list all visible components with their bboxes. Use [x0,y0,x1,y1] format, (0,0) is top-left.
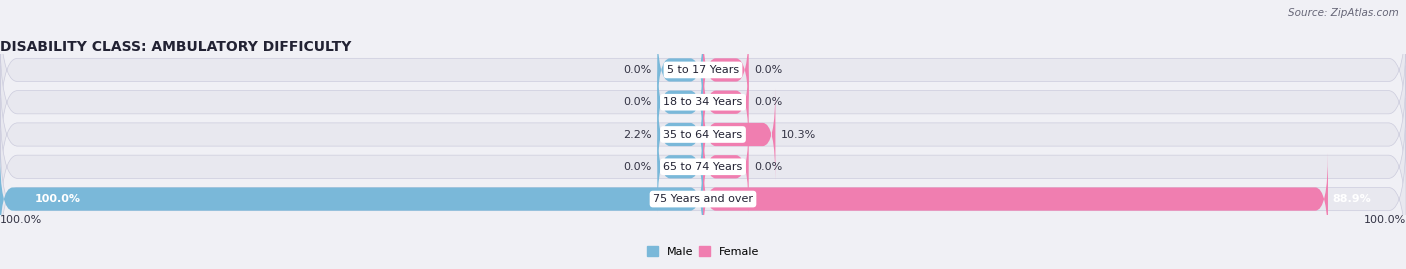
FancyBboxPatch shape [703,120,749,213]
Text: 100.0%: 100.0% [35,194,82,204]
Text: 100.0%: 100.0% [0,215,42,225]
FancyBboxPatch shape [703,23,749,116]
Text: Source: ZipAtlas.com: Source: ZipAtlas.com [1288,8,1399,18]
FancyBboxPatch shape [703,153,1329,246]
FancyBboxPatch shape [0,153,703,246]
Text: 5 to 17 Years: 5 to 17 Years [666,65,740,75]
Text: 0.0%: 0.0% [623,65,652,75]
Text: 0.0%: 0.0% [623,97,652,107]
Text: 100.0%: 100.0% [1364,215,1406,225]
FancyBboxPatch shape [0,33,1406,171]
FancyBboxPatch shape [0,65,1406,204]
FancyBboxPatch shape [0,98,1406,236]
FancyBboxPatch shape [703,88,776,181]
Text: 0.0%: 0.0% [623,162,652,172]
Text: DISABILITY CLASS: AMBULATORY DIFFICULTY: DISABILITY CLASS: AMBULATORY DIFFICULTY [0,40,352,54]
Text: 88.9%: 88.9% [1331,194,1371,204]
Text: 10.3%: 10.3% [782,129,817,140]
FancyBboxPatch shape [657,56,703,149]
Text: 0.0%: 0.0% [754,162,783,172]
FancyBboxPatch shape [0,1,1406,139]
FancyBboxPatch shape [657,88,703,181]
Text: 75 Years and over: 75 Years and over [652,194,754,204]
FancyBboxPatch shape [657,120,703,213]
Text: 0.0%: 0.0% [754,65,783,75]
Text: 0.0%: 0.0% [754,97,783,107]
FancyBboxPatch shape [657,23,703,116]
Text: 65 to 74 Years: 65 to 74 Years [664,162,742,172]
Legend: Male, Female: Male, Female [643,242,763,261]
FancyBboxPatch shape [0,130,1406,268]
Text: 2.2%: 2.2% [623,129,652,140]
FancyBboxPatch shape [703,56,749,149]
Text: 18 to 34 Years: 18 to 34 Years [664,97,742,107]
Text: 35 to 64 Years: 35 to 64 Years [664,129,742,140]
